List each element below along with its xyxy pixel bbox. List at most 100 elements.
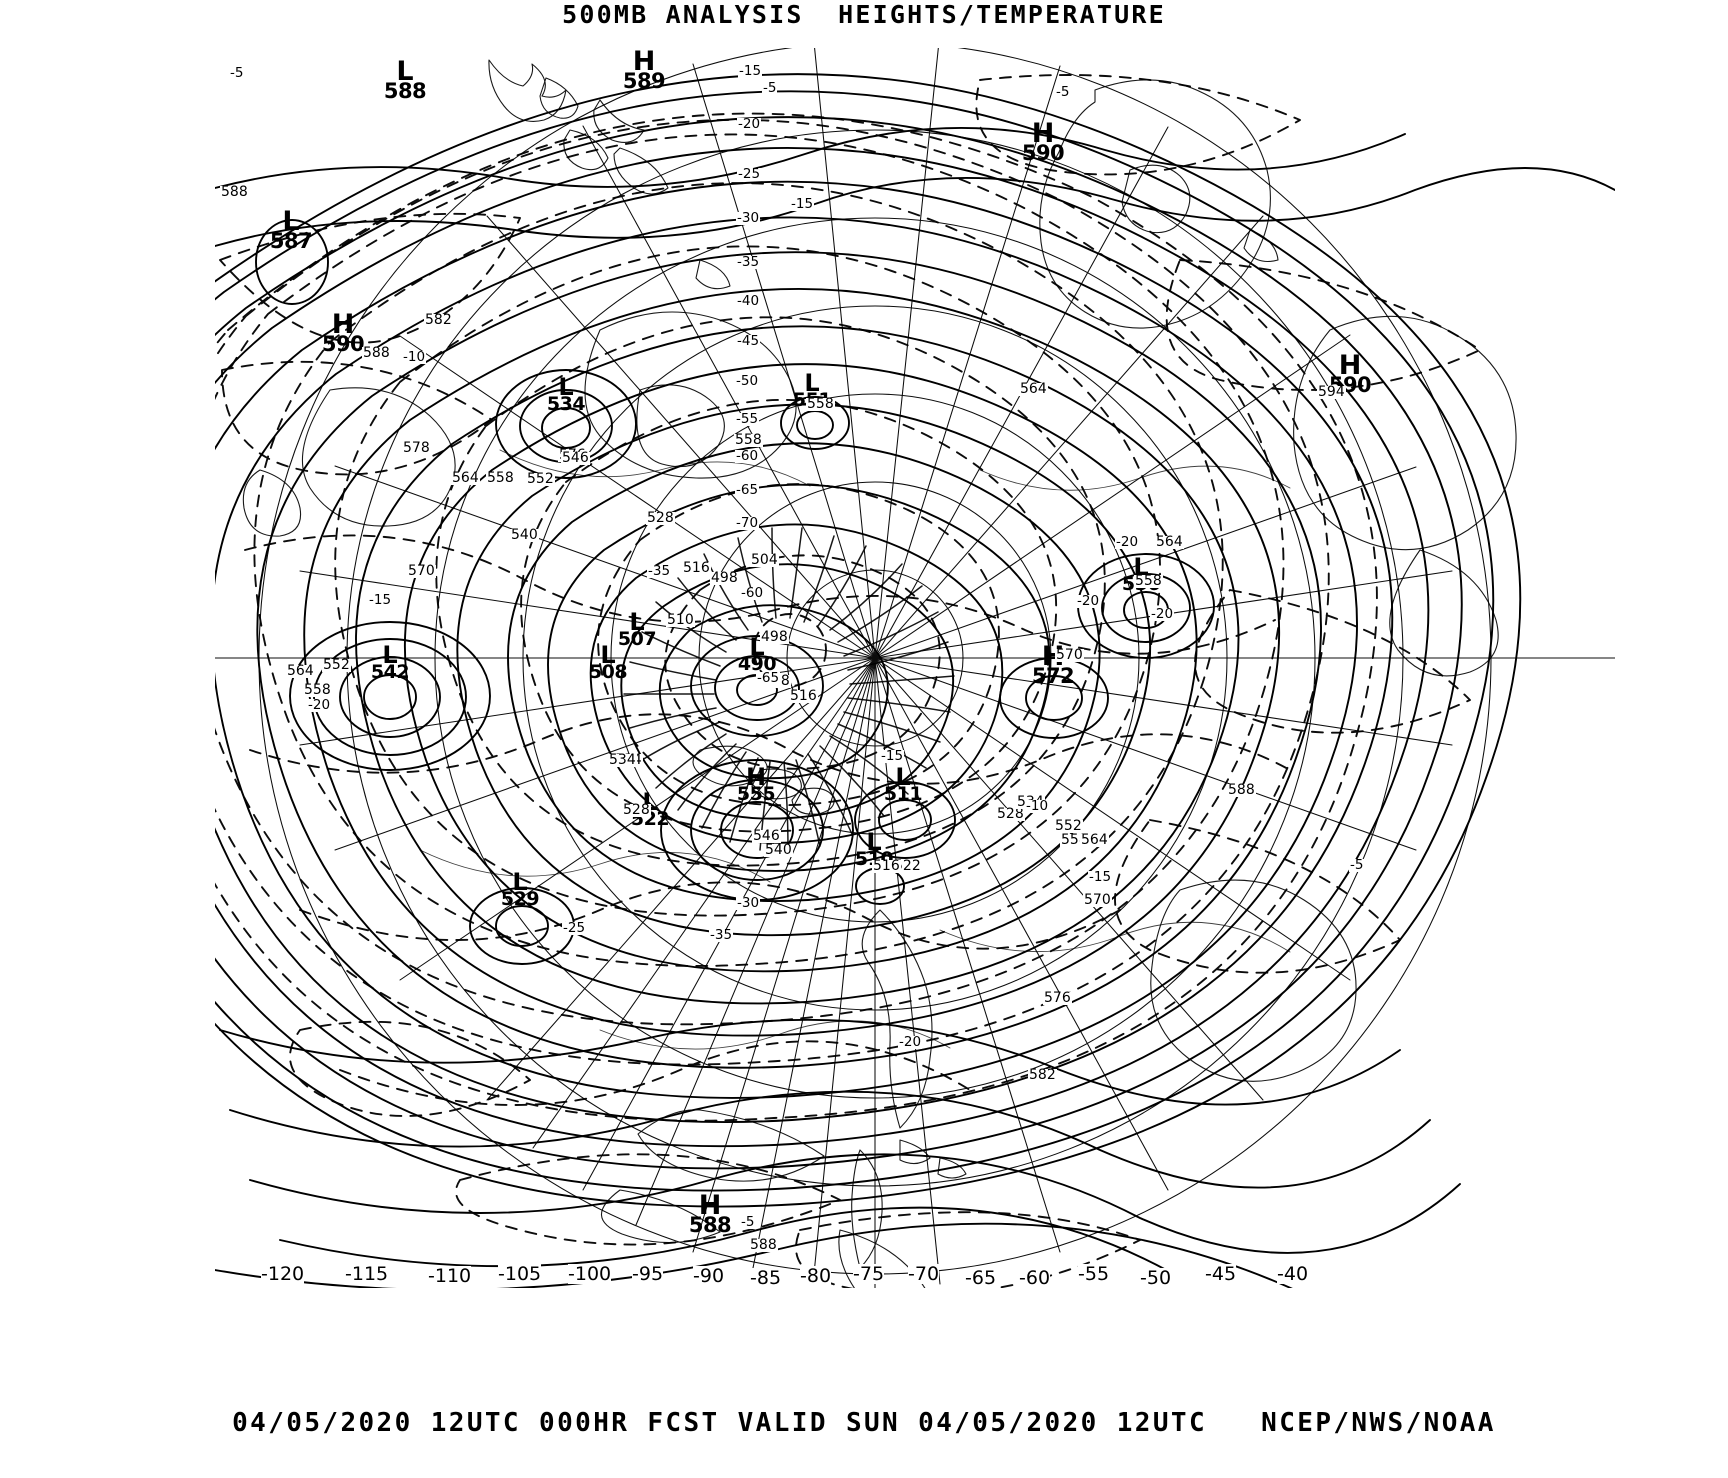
temperature-contour-label: -10 [1025, 798, 1050, 814]
height-contours [215, 73, 1615, 1288]
height-contour-label: 576 [1043, 990, 1072, 1006]
height-contour-label: 516 [789, 688, 818, 704]
pressure-center-l-529: L 529 [490, 870, 550, 909]
height-contour-label: 546 [561, 450, 590, 466]
center-value: 555 [736, 783, 776, 805]
height-contour-label: 528 [646, 510, 675, 526]
height-contour-label: 516 [872, 858, 901, 874]
longitude-tick-label: -75 [853, 1263, 885, 1285]
center-symbol: L [866, 828, 882, 856]
pressure-center-h-590: H 590 [1013, 120, 1073, 164]
pressure-center-l-588: L 588 [375, 58, 435, 102]
center-symbol: L [282, 206, 300, 237]
center-value: 508 [588, 661, 628, 683]
temperature-contour-label: -20 [1076, 593, 1101, 609]
longitude-tick-label: -50 [1140, 1267, 1172, 1289]
height-contour-label: 528 [622, 802, 651, 818]
temperature-contour-label: -45 [736, 333, 761, 349]
height-contour-label: 498 [760, 629, 789, 645]
temperature-contour-label: -5 [762, 80, 778, 96]
center-symbol: L [1133, 553, 1149, 581]
temperature-contour-label: -20 [898, 1034, 923, 1050]
temperature-contour-label: -15 [738, 63, 763, 79]
height-contour-label: 504 [750, 552, 779, 568]
temperature-contour-label: -10 [402, 349, 427, 365]
height-contour-label: 516 [682, 560, 711, 576]
longitude-tick-label: -120 [261, 1263, 305, 1285]
height-contour-label: 588 [362, 345, 391, 361]
height-contour-label: 564 [1019, 381, 1048, 397]
height-contour-label: 558 [303, 682, 332, 698]
pressure-center-l-511: L 511 [873, 765, 933, 804]
center-symbol: L [895, 763, 911, 791]
center-symbol: L [600, 641, 616, 669]
height-contour-label: 570 [1083, 892, 1112, 908]
temperature-contour-label: -5 [1055, 84, 1071, 100]
height-contour-label: 578 [402, 440, 431, 456]
jet-contour-bundle [623, 527, 955, 853]
center-value: 529 [500, 888, 540, 910]
center-symbol: L [382, 641, 398, 669]
page-title: 500MB ANALYSIS HEIGHTS/TEMPERATURE [562, 0, 1166, 29]
height-contour-label: 570 [1055, 647, 1084, 663]
temperature-contour-label: -20 [1150, 606, 1175, 622]
center-symbol: L [629, 608, 645, 636]
center-symbol: L [804, 369, 820, 397]
weather-map[interactable]: L588H589H590L587H590H590L534L551L556L542… [0, 30, 1728, 1370]
temperature-contour-label: -60 [735, 448, 760, 464]
forecast-footer: 04/05/2020 12UTC 000HR FCST VALID SUN 04… [232, 1408, 1496, 1438]
center-value: 590 [321, 332, 365, 356]
longitude-tick-label: -105 [498, 1263, 542, 1285]
height-contour-label: 558 [1134, 573, 1163, 589]
center-symbol: L [512, 868, 528, 896]
center-symbol: L [396, 56, 414, 87]
longitude-tick-label: -90 [693, 1265, 725, 1287]
temperature-contour-label: -55 [735, 411, 760, 427]
center-value: 542 [370, 661, 410, 683]
temperature-contour-label: -5 [740, 1214, 756, 1230]
height-contour-label: 564 [1080, 832, 1109, 848]
center-symbol: L [558, 373, 574, 401]
longitude-tick-label: -70 [908, 1263, 940, 1285]
height-contour-label: 564 [1155, 534, 1184, 550]
height-contour-label: 570 [407, 563, 436, 579]
temperature-contour-label: -30 [736, 895, 761, 911]
temperature-contour-label: -20 [737, 116, 762, 132]
temperature-contour-label: -15 [1088, 869, 1113, 885]
map-canvas [215, 48, 1615, 1288]
center-value: 511 [883, 783, 923, 805]
pressure-center-h-588: H 588 [680, 1192, 740, 1236]
pressure-center-l-507: L 507 [607, 610, 667, 649]
temperature-contour-label: -65 [756, 670, 781, 686]
temperature-contour-label: -25 [737, 166, 762, 182]
pressure-center-l-542: L 542 [360, 643, 420, 682]
height-contour-label: 588 [749, 1237, 778, 1253]
height-contour-label: 558 [486, 470, 515, 486]
height-contour-label: 594 [1317, 384, 1346, 400]
height-contour-label: 534 [608, 752, 637, 768]
temperature-contour-label: -35 [709, 927, 734, 943]
graticule [215, 48, 1615, 1288]
center-symbol: H [698, 1190, 722, 1221]
pressure-center-l-490: L 490 [727, 635, 787, 674]
center-symbol: H [745, 763, 767, 791]
height-contour-label: 498 [710, 570, 739, 586]
pressure-center-l-534: L 534 [536, 375, 596, 414]
longitude-tick-label: -110 [428, 1265, 472, 1287]
temperature-contour-label: -35 [736, 254, 761, 270]
pressure-center-h-555: H 555 [726, 765, 786, 804]
center-value: 588 [688, 1213, 732, 1237]
height-contour-label: 582 [1028, 1067, 1057, 1083]
longitude-tick-label: -100 [568, 1263, 612, 1285]
pressure-center-l-508: L 508 [578, 643, 638, 682]
height-contour-label: 588 [1227, 782, 1256, 798]
temperature-contour-label: -20 [307, 697, 332, 713]
longitude-tick-label: -85 [750, 1267, 782, 1289]
temperature-contour-label: -65 [735, 482, 760, 498]
temperature-contour-label: -35 [647, 563, 672, 579]
temperature-contour-label: -15 [368, 592, 393, 608]
center-value: 590 [1021, 141, 1065, 165]
height-contour-label: 552 [1054, 818, 1083, 834]
center-value: 534 [546, 393, 586, 415]
center-value: 587 [269, 229, 313, 253]
